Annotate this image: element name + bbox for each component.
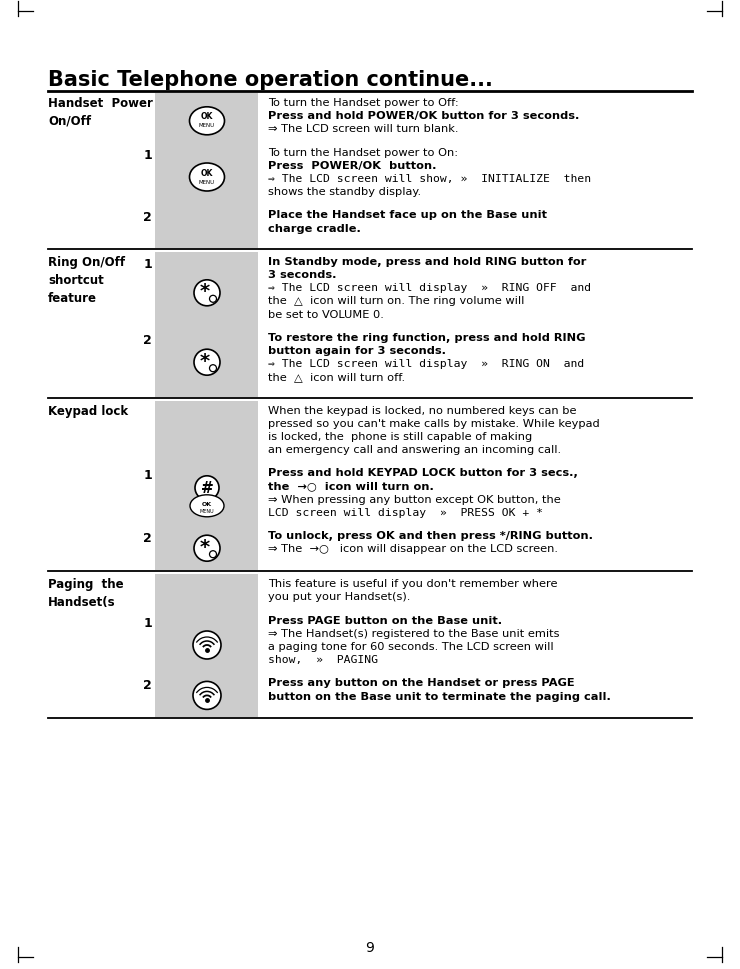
Circle shape <box>194 280 220 306</box>
Text: To turn the Handset power to On:: To turn the Handset power to On: <box>268 147 458 157</box>
Text: be set to VOLUME 0.: be set to VOLUME 0. <box>268 309 384 319</box>
Text: ⇒ The  →○   icon will disappear on the LCD screen.: ⇒ The →○ icon will disappear on the LCD … <box>268 544 558 554</box>
Text: OK: OK <box>201 112 213 121</box>
Text: ⇒ The LCD screen will turn blank.: ⇒ The LCD screen will turn blank. <box>268 124 459 135</box>
Text: MENU: MENU <box>200 509 215 514</box>
Text: Press and hold KEYPAD LOCK button for 3 secs.,: Press and hold KEYPAD LOCK button for 3 … <box>268 468 578 478</box>
Text: button again for 3 seconds.: button again for 3 seconds. <box>268 346 446 356</box>
Text: OK: OK <box>202 502 212 507</box>
Text: Handset  Power
On/Off: Handset Power On/Off <box>48 97 153 128</box>
Text: is locked, the  phone is still capable of making: is locked, the phone is still capable of… <box>268 431 532 442</box>
Text: the  △  icon will turn on. The ring volume will: the △ icon will turn on. The ring volume… <box>268 297 525 306</box>
Text: the  →○  icon will turn on.: the →○ icon will turn on. <box>268 481 434 491</box>
Text: show,  »  PAGING: show, » PAGING <box>268 654 378 665</box>
Text: When the keypad is locked, no numbered keys can be: When the keypad is locked, no numbered k… <box>268 405 576 415</box>
Text: ⇒ The LCD screen will display  »  RING ON  and: ⇒ The LCD screen will display » RING ON … <box>268 359 585 369</box>
Text: Paging  the
Handset(s: Paging the Handset(s <box>48 578 124 609</box>
Text: In Standby mode, press and hold RING button for: In Standby mode, press and hold RING but… <box>268 257 586 266</box>
Text: ⇒ The Handset(s) registered to the Base unit emits: ⇒ The Handset(s) registered to the Base … <box>268 628 559 639</box>
Text: ⇒ When pressing any button except OK button, the: ⇒ When pressing any button except OK but… <box>268 494 561 504</box>
Text: Press  POWER/OK  button.: Press POWER/OK button. <box>268 161 437 171</box>
Text: Press and hold POWER/OK button for 3 seconds.: Press and hold POWER/OK button for 3 sec… <box>268 111 579 121</box>
Text: an emergency call and answering an incoming call.: an emergency call and answering an incom… <box>268 445 561 454</box>
Circle shape <box>209 296 217 303</box>
Circle shape <box>194 350 220 376</box>
Text: *: * <box>200 282 210 301</box>
FancyBboxPatch shape <box>155 253 258 397</box>
Text: ⇒ The LCD screen will show, »  INITIALIZE  then: ⇒ The LCD screen will show, » INITIALIZE… <box>268 173 591 184</box>
FancyBboxPatch shape <box>155 401 258 571</box>
Text: *: * <box>200 537 210 556</box>
Text: a paging tone for 60 seconds. The LCD screen will: a paging tone for 60 seconds. The LCD sc… <box>268 641 554 651</box>
Text: Basic Telephone operation continue...: Basic Telephone operation continue... <box>48 70 493 90</box>
Text: Place the Handset face up on the Base unit: Place the Handset face up on the Base un… <box>268 210 547 220</box>
Text: LCD screen will display  »  PRESS OK + *: LCD screen will display » PRESS OK + * <box>268 508 543 517</box>
Text: 2: 2 <box>144 532 152 545</box>
Text: 2: 2 <box>144 211 152 224</box>
Text: OK: OK <box>201 169 213 177</box>
Text: This feature is useful if you don't remember where: This feature is useful if you don't reme… <box>268 578 557 588</box>
Text: #: # <box>201 481 213 496</box>
Text: shows the standby display.: shows the standby display. <box>268 187 421 197</box>
Text: Ring On/Off
shortcut
feature: Ring On/Off shortcut feature <box>48 256 125 304</box>
Circle shape <box>193 682 221 709</box>
Text: To restore the ring function, press and hold RING: To restore the ring function, press and … <box>268 332 585 342</box>
Text: Press any button on the Handset or press PAGE: Press any button on the Handset or press… <box>268 677 575 688</box>
Text: Press PAGE button on the Base unit.: Press PAGE button on the Base unit. <box>268 615 502 625</box>
Text: 2: 2 <box>144 678 152 692</box>
Text: 3 seconds.: 3 seconds. <box>268 269 337 280</box>
Ellipse shape <box>189 108 224 136</box>
Text: the  △  icon will turn off.: the △ icon will turn off. <box>268 372 405 382</box>
Text: pressed so you can't make calls by mistake. While keypad: pressed so you can't make calls by mista… <box>268 419 599 428</box>
Circle shape <box>195 477 219 500</box>
Text: 9: 9 <box>366 940 374 954</box>
FancyBboxPatch shape <box>155 575 258 718</box>
Text: 2: 2 <box>144 333 152 347</box>
Text: button on the Base unit to terminate the paging call.: button on the Base unit to terminate the… <box>268 691 611 701</box>
Text: you put your Handset(s).: you put your Handset(s). <box>268 592 411 602</box>
Ellipse shape <box>189 164 224 192</box>
Circle shape <box>209 365 217 372</box>
Text: MENU: MENU <box>199 179 215 184</box>
Text: 1: 1 <box>144 258 152 270</box>
Text: *: * <box>200 352 210 370</box>
Text: Keypad lock: Keypad lock <box>48 404 128 418</box>
Text: To turn the Handset power to Off:: To turn the Handset power to Off: <box>268 98 459 108</box>
Text: ⇒ The LCD screen will display  »  RING OFF  and: ⇒ The LCD screen will display » RING OFF… <box>268 283 591 293</box>
Circle shape <box>193 632 221 659</box>
Circle shape <box>209 551 217 558</box>
Text: MENU: MENU <box>199 123 215 128</box>
Ellipse shape <box>190 495 224 517</box>
Text: 1: 1 <box>144 469 152 482</box>
FancyBboxPatch shape <box>155 94 258 248</box>
Text: 1: 1 <box>144 148 152 162</box>
Text: To unlock, press OK and then press */RING button.: To unlock, press OK and then press */RIN… <box>268 531 593 541</box>
Text: 1: 1 <box>144 616 152 629</box>
Text: charge cradle.: charge cradle. <box>268 224 361 234</box>
Circle shape <box>194 536 220 562</box>
